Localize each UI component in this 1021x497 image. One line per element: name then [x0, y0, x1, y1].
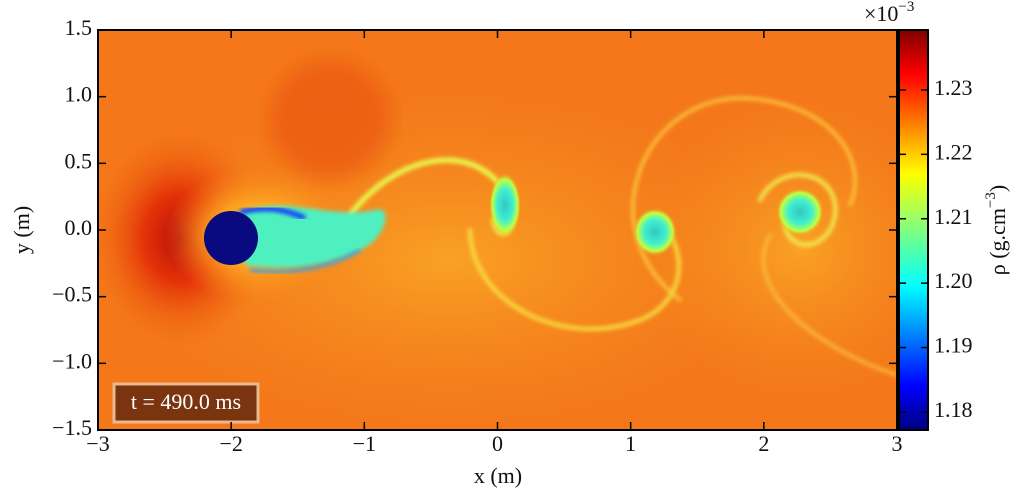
x-tick-label: 1 — [625, 431, 636, 456]
x-tick-label: −3 — [86, 431, 109, 456]
y-tick-label: −0.5 — [52, 282, 92, 307]
y-tick-label: 0.5 — [65, 148, 93, 173]
x-tick-label: −1 — [353, 431, 376, 456]
x-axis-label: x (m) — [474, 463, 522, 488]
colorbar-label: ρ (g.cm−3) — [983, 185, 1010, 275]
cylinder — [204, 211, 258, 265]
colorbar-tick-label: 1.22 — [934, 139, 973, 164]
density-field — [98, 30, 897, 430]
annotation-box — [112, 382, 260, 424]
colorbar-multiplier: ×10−3 — [864, 0, 914, 26]
multiplier-base: ×10 — [864, 1, 898, 26]
x-tick-label: 0 — [492, 431, 503, 456]
colorbar — [898, 29, 929, 431]
x-tick-label: −2 — [219, 431, 242, 456]
y-tick-label: 1.0 — [65, 82, 93, 107]
colorbar-tick-label: 1.18 — [934, 397, 973, 422]
colorbar-label-exponent: −3 — [983, 192, 999, 208]
x-tick-label: 3 — [892, 431, 903, 456]
annotation: t = 490.0 ms — [131, 389, 241, 414]
y-axis-label: y (m) — [9, 206, 34, 254]
colorbar-tick-label: 1.23 — [934, 75, 973, 100]
y-tick-label: −1.5 — [52, 415, 92, 440]
colorbar-label-close: ) — [985, 185, 1010, 192]
multiplier-exponent: −3 — [898, 0, 914, 15]
colorbar-tick-label: 1.19 — [934, 333, 973, 358]
y-tick-label: 0.0 — [65, 215, 93, 240]
x-tick-label: 2 — [758, 431, 769, 456]
y-tick-label: −1.0 — [52, 348, 92, 373]
colorbar-tick-label: 1.20 — [934, 268, 973, 293]
colorbar-label-main: ρ (g.cm — [985, 208, 1010, 275]
colorbar-tick-label: 1.21 — [934, 204, 973, 229]
y-tick-label: 1.5 — [65, 15, 93, 40]
